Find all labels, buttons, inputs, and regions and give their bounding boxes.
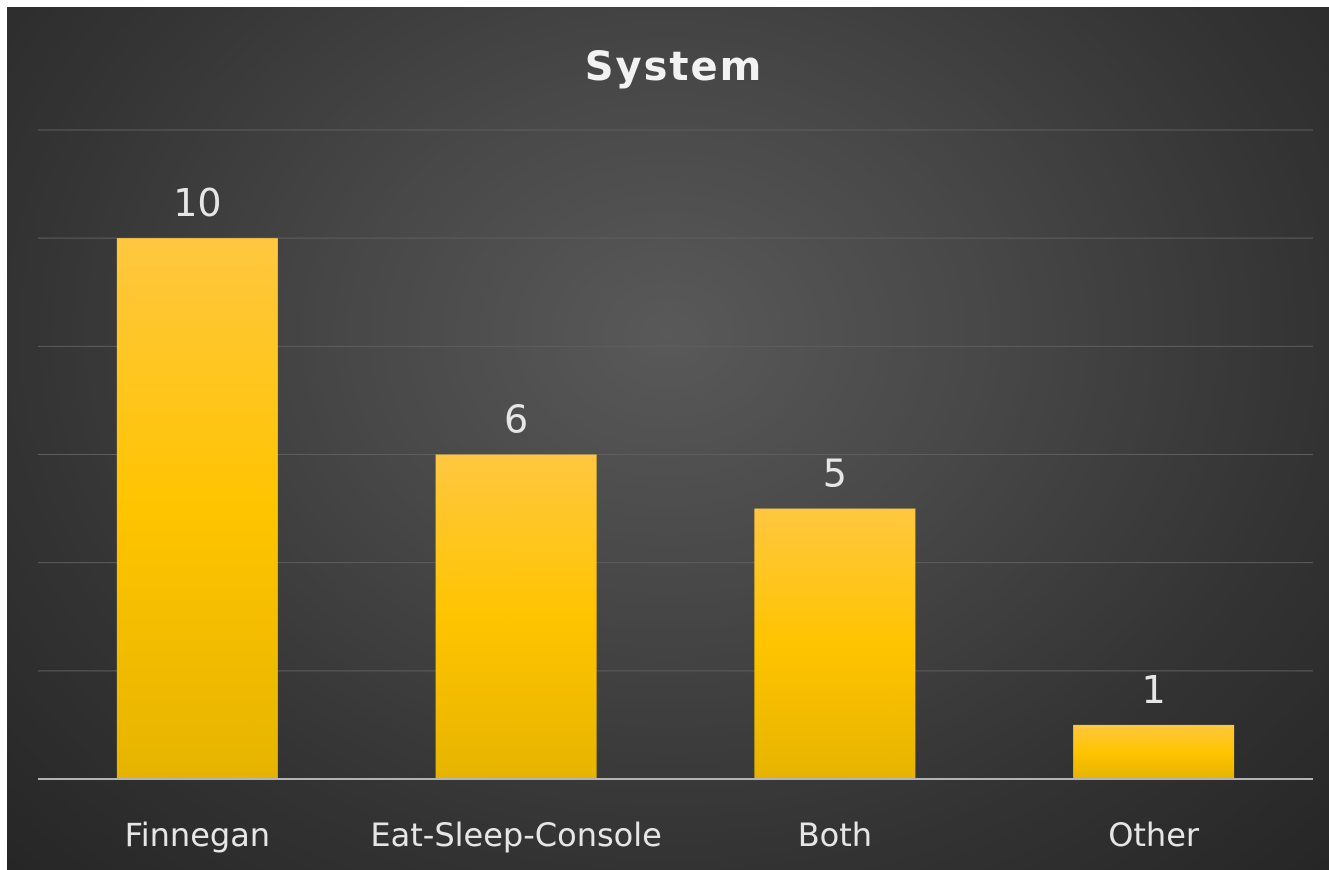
chart-title: System	[585, 44, 764, 90]
category-tick-labels: Finnegan Eat-Sleep-Console Both Other	[125, 816, 1200, 854]
bar-both	[754, 508, 916, 779]
bar-finnegan	[116, 238, 278, 779]
data-label: 6	[504, 398, 528, 442]
data-label: 10	[173, 181, 221, 225]
data-labels: 10 6 5 1	[173, 181, 1166, 712]
bar-eat-sleep-console	[435, 454, 597, 779]
bars	[116, 238, 1235, 779]
x-tick-label: Finnegan	[125, 816, 270, 854]
x-tick-label: Both	[798, 816, 872, 854]
x-tick-label: Eat-Sleep-Console	[370, 816, 661, 854]
data-label: 5	[823, 452, 847, 496]
x-tick-label: Other	[1108, 816, 1200, 854]
data-label: 1	[1142, 668, 1166, 712]
bar-other	[1073, 724, 1235, 779]
